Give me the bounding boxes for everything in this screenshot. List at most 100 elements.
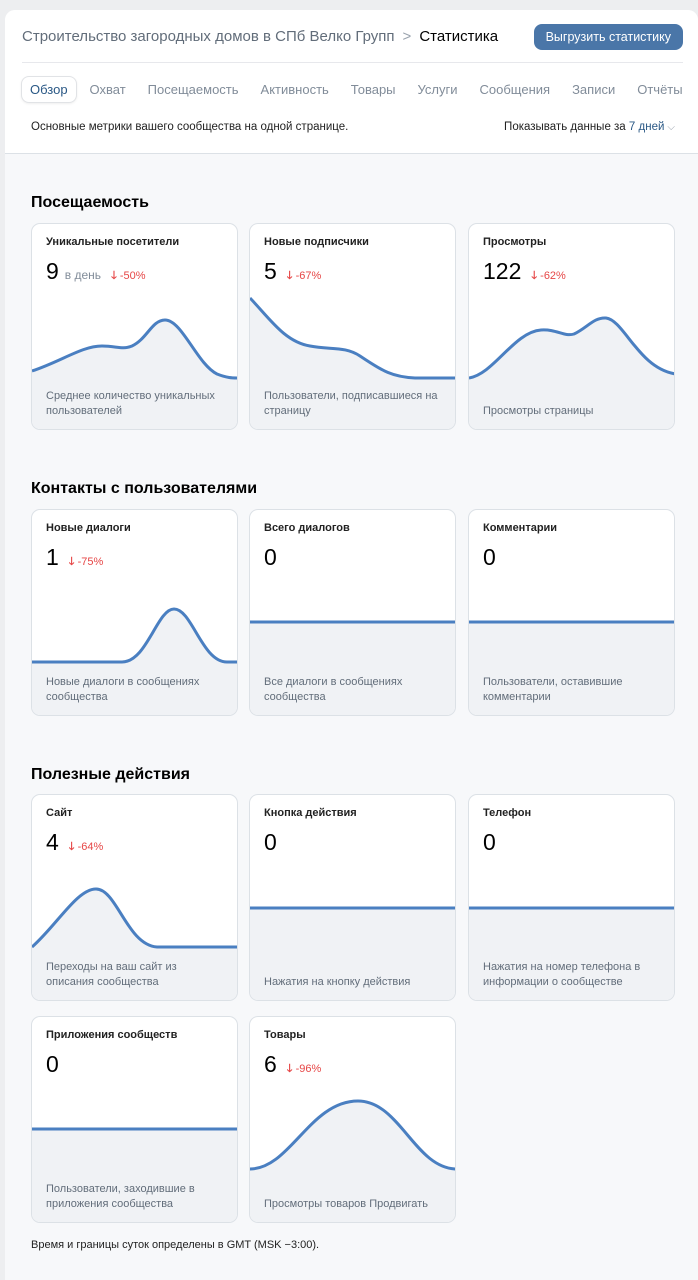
metric-delta: 🡓 -75% [69,553,103,572]
card-title: Новые подписчики [264,236,369,248]
card-title: Комментарии [483,522,558,534]
metric-value: 9 [46,258,59,284]
sparkline-area [32,320,237,429]
export-statistics-button[interactable]: Выгрузить статистику [533,24,683,50]
sparkline-line [250,296,455,380]
breadcrumb-parent-link[interactable]: Строительство загородных домов в СПб Вел… [22,28,395,45]
delta-value: -67% [295,270,322,282]
page-description: Основные метрики вашего сообщества на од… [31,121,349,133]
section-title: Контакты с пользователями [31,480,258,497]
metric-card[interactable]: Просмотры 122 🡓 -62% Просмотры страницы [468,223,675,430]
card-description: Среднее количество уникальных пользовате… [46,390,215,417]
metric-card[interactable]: Всего диалогов 0 Все диалоги в сообщениях … [249,509,456,716]
metric-card[interactable]: Уникальные посетители 9 в день 🡓 -50% Средне… [31,223,238,430]
sparkline-area [32,1129,237,1222]
metric-card[interactable]: Сайт 4 🡓 -64% Переходы на ваш сайт из описа… [31,794,238,1001]
delta-value: -50% [119,270,146,282]
sparkline-area [469,908,674,1000]
tab-0[interactable]: Обзор [22,77,76,102]
metric-card[interactable]: Новые диалоги 1 🡓 -75% Новые диалоги в сооб… [31,509,238,716]
tab-1[interactable]: Охват [89,82,126,97]
sparkline-area [469,317,674,429]
card-title: Всего диалогов [264,522,350,534]
card-title: Приложения сообществ [46,1029,178,1041]
metric-value-row: 5 🡓 -67% [264,258,321,286]
metric-delta: 🡓 -50% [111,267,145,286]
tab-4[interactable]: Товары [350,82,396,97]
card-title: Сайт [46,807,73,819]
sparkline-chart [32,1127,237,1222]
card-title: Телефон [483,807,532,819]
tabs: Обзор Охват Посещаемость Активность Товары Ус… [22,77,697,102]
sparkline-chart [469,316,674,429]
period-value[interactable]: 7 дней [628,121,665,133]
metric-value-row: 6 🡓 -96% [264,1051,321,1079]
sparkline-line [32,887,237,949]
metric-unit: в день [64,268,102,282]
metric-value-row: 0 [483,829,496,856]
card-title: Товары [264,1029,306,1041]
metric-value: 0 [264,544,277,570]
tab-6[interactable]: Сообщения [479,82,551,97]
sparkline-chart [250,296,455,429]
arrow-down-icon: 🡓 [286,1063,296,1075]
metric-value: 0 [483,544,496,570]
tab-3[interactable]: Активность [260,82,329,97]
metric-card[interactable]: Телефон 0 Нажатия на номер телефона в инфо… [468,794,675,1001]
sparkline-chart [469,620,674,715]
arrow-down-icon: 🡓 [111,270,120,282]
card-title: Кнопка действия [264,807,357,819]
breadcrumb-current: Статистика [419,28,499,45]
statistics-panel: Строительство загородных домов в СПб Вел… [5,10,698,1280]
metric-delta: 🡓 -62% [531,267,565,286]
card-title: Уникальные посетители [46,236,180,248]
metric-value: 6 [264,1051,277,1077]
card-description: Пользователи, подписавшиеся на страницу [264,390,438,417]
sparkline-area [32,609,237,715]
metric-card[interactable]: Кнопка действия 0 Нажатия на кнопку действ… [249,794,456,1001]
metric-card[interactable]: Новые подписчики 5 🡓 -67% Пользователи, под… [249,223,456,430]
sparkline-line [469,316,674,380]
tab-2[interactable]: Посещаемость [147,82,239,97]
sparkline-area [250,908,455,1000]
divider [22,62,683,63]
metric-value-row: 0 [264,829,277,856]
sparkline-line [32,318,237,380]
sparkline-chart [32,887,237,1000]
metric-value: 4 [46,829,59,855]
metric-delta: 🡓 -96% [287,1060,321,1079]
card-title: Просмотры [483,236,547,248]
card-description: Пользователи, заходившие в приложения со… [46,1183,195,1210]
sparkline-chart [250,1099,455,1222]
card-description: Пользователи, оставившие комментарии [483,676,623,703]
delta-value: -75% [77,556,104,568]
arrow-down-icon: 🡓 [531,270,541,282]
card-description: Нажатия на номер телефона в информации о… [483,961,641,988]
period-selector[interactable]: Показывать данные за 7 дней ⌵ [504,121,675,133]
card-title: Новые диалоги [46,522,131,534]
metric-card[interactable]: Комментарии 0 Пользователи, оставившие ком… [468,509,675,716]
metric-value-row: 0 [264,544,277,571]
sparkline-chart [250,906,455,1000]
sparkline-area [469,622,674,715]
sparkline-chart [32,318,237,429]
timezone-note: Время и границы суток определены в GMT (… [31,1239,320,1251]
metric-value-row: 4 🡓 -64% [46,829,103,857]
tab-8[interactable]: Отчёты [637,82,683,97]
metric-delta: 🡓 -67% [287,267,321,286]
metric-value: 1 [46,544,59,570]
metric-card[interactable]: Приложения сообществ 0 Пользователи, заход… [31,1016,238,1223]
arrow-down-icon: 🡓 [68,556,78,568]
card-description: Новые диалоги в сообщениях сообщества [46,676,200,703]
tab-7[interactable]: Записи [572,82,616,97]
metric-delta: 🡓 -64% [69,838,103,857]
metric-card[interactable]: Товары 6 🡓 -96% Просмотры товаров Продвигат… [249,1016,456,1223]
metric-value: 0 [264,829,277,855]
delta-value: -96% [295,1063,322,1075]
card-description: Переходы на ваш сайт из описания сообщес… [46,961,177,988]
metric-value: 122 [483,258,522,284]
section-title: Посещаемость [31,194,149,211]
section-title: Полезные действия [31,766,190,783]
metric-value: 5 [264,258,277,284]
tab-5[interactable]: Услуги [417,82,458,97]
